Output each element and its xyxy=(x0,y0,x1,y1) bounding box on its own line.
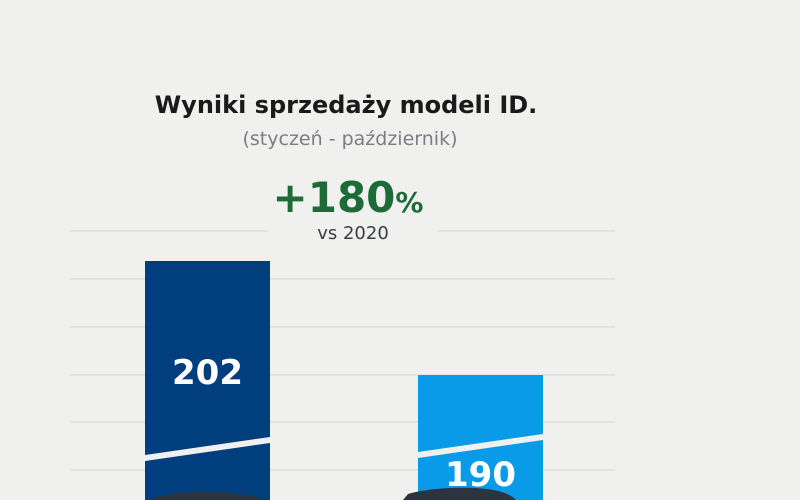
highlight-caption: vs 2020 xyxy=(317,223,389,244)
highlight-backdrop xyxy=(268,176,438,246)
highlight-value: +180 xyxy=(273,173,396,222)
highlight-figure: +180% xyxy=(273,173,424,222)
bar-1 xyxy=(145,261,270,500)
bar-2-divider xyxy=(418,434,543,458)
car-image-2 xyxy=(403,487,516,500)
car-image-1 xyxy=(150,491,268,500)
bar-1-divider xyxy=(145,437,270,461)
highlight-unit: % xyxy=(395,186,423,219)
chart-subtitle: (styczeń - październik) xyxy=(243,128,458,150)
chart-title: Wyniki sprzedaży modeli ID. xyxy=(155,91,538,119)
bar-1-value-label: 202 xyxy=(172,353,243,393)
